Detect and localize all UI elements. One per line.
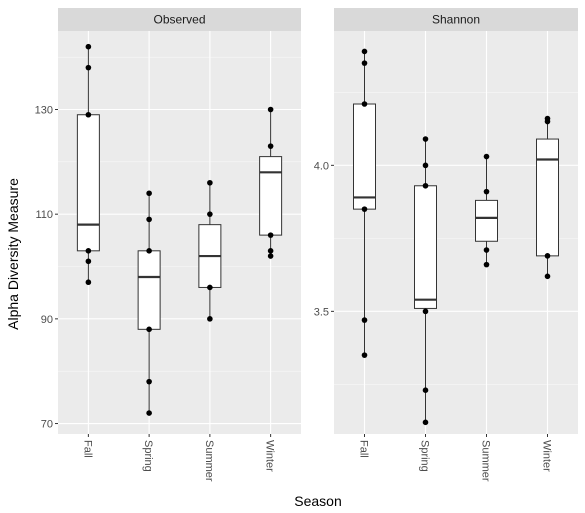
- x-tick-label-winter: Winter: [541, 440, 553, 472]
- data-point-fall: [85, 248, 92, 254]
- data-point-spring: [146, 326, 152, 333]
- facet-panels: Observed 70 90 110 130 Fall Spring Summer Winter…: [35, 8, 578, 482]
- y-axis-title: Alpha Diversity Measure: [5, 178, 21, 330]
- data-point-spring: [146, 216, 152, 223]
- x-tick-label-summer: Summer: [203, 440, 215, 482]
- data-point-winter: [267, 143, 274, 149]
- data-point-winter: [267, 248, 274, 254]
- facet-strip-label: Shannon: [432, 13, 480, 27]
- data-point-fall: [361, 101, 368, 107]
- data-point-fall: [361, 317, 368, 323]
- data-point-spring: [146, 410, 152, 416]
- data-point-winter: [267, 232, 274, 238]
- data-point-fall: [85, 64, 92, 71]
- data-point-spring: [422, 387, 429, 393]
- data-point-summer: [207, 179, 213, 186]
- data-point-summer: [207, 211, 213, 217]
- data-point-summer: [483, 247, 490, 253]
- data-point-fall: [85, 111, 92, 118]
- x-tick-label-spring: Spring: [142, 440, 154, 472]
- y-tick-label: 70: [41, 419, 53, 431]
- data-point-spring: [146, 248, 152, 254]
- y-tick-label: 110: [35, 209, 53, 221]
- x-tick-label-spring: Spring: [419, 440, 431, 472]
- data-point-fall: [361, 352, 368, 358]
- x-tick-label-fall: Fall: [358, 440, 370, 458]
- facet-strip: [58, 8, 301, 31]
- facet-strip: [334, 8, 578, 31]
- data-point-spring: [146, 190, 152, 197]
- box-summer: [475, 199, 498, 242]
- data-point-fall: [361, 206, 368, 212]
- x-tick-label-fall: Fall: [81, 440, 93, 458]
- data-point-fall: [85, 43, 92, 50]
- facet-strip-label: Observed: [153, 13, 205, 27]
- data-point-spring: [422, 308, 429, 315]
- data-point-summer: [483, 261, 490, 268]
- box-spring: [414, 185, 437, 309]
- facet-observed: Observed 70 90 110 130 Fall Spring Summer Winter: [35, 8, 301, 482]
- y-tick-label: 4.0: [314, 160, 329, 172]
- data-point-fall: [85, 258, 92, 265]
- facet-shannon: Shannon 3.5 4.0 Fall Spring Summer Winter: [314, 8, 578, 482]
- data-point-spring: [422, 136, 429, 142]
- box-winter: [536, 138, 559, 257]
- data-point-summer: [483, 153, 490, 160]
- x-axis-title: Season: [294, 493, 341, 509]
- data-point-fall: [361, 60, 368, 66]
- box-winter: [259, 156, 283, 236]
- data-point-spring: [422, 162, 429, 169]
- data-point-fall: [85, 279, 92, 286]
- data-point-summer: [483, 188, 490, 195]
- data-point-spring: [146, 378, 152, 385]
- box-fall: [353, 103, 376, 210]
- x-tick-label-summer: Summer: [480, 440, 492, 482]
- box-fall: [76, 114, 100, 252]
- data-point-winter: [544, 273, 551, 280]
- data-point-summer: [207, 284, 213, 291]
- data-point-winter: [544, 253, 551, 259]
- y-tick-label: 130: [35, 105, 53, 117]
- data-point-spring: [422, 182, 429, 189]
- box-spring: [137, 250, 161, 330]
- data-point-winter: [267, 253, 274, 259]
- data-point-winter: [267, 106, 274, 113]
- x-tick-label-winter: Winter: [264, 440, 276, 472]
- data-point-winter: [544, 118, 551, 125]
- data-point-summer: [207, 316, 213, 322]
- y-tick-label: 90: [41, 314, 53, 326]
- data-point-spring: [422, 419, 429, 426]
- data-point-fall: [361, 48, 368, 55]
- y-tick-label: 3.5: [314, 306, 329, 318]
